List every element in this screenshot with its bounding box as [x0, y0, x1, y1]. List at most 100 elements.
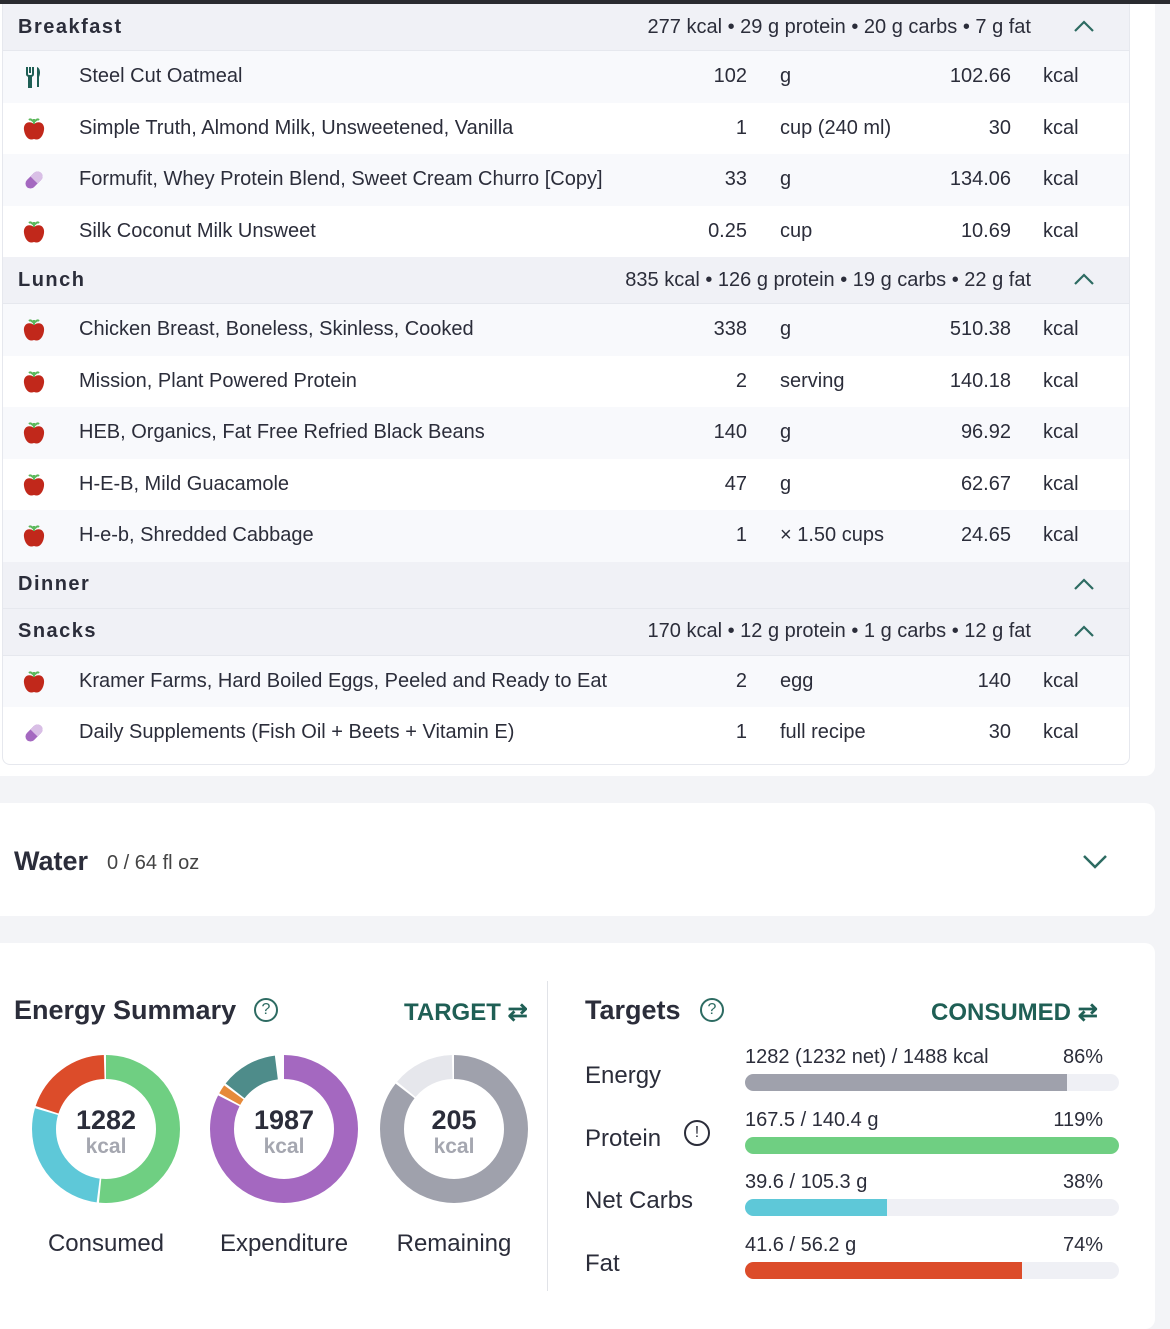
donut-segment [32, 1055, 180, 1203]
food-amount[interactable]: 33 [724, 168, 747, 191]
food-unit[interactable]: egg [780, 669, 814, 692]
food-amount[interactable]: 1 [735, 524, 747, 547]
apple-icon [21, 317, 47, 343]
food-row[interactable]: Silk Coconut Milk Unsweet 0.25 cup 10.69 kca… [3, 206, 1129, 258]
target-percent: 119% [1053, 1108, 1103, 1131]
target-value: 1282 (1232 net) / 1488 kcal [745, 1046, 989, 1068]
help-icon[interactable]: ? [700, 998, 724, 1022]
target-label: Protein [585, 1124, 662, 1152]
food-name: H-E-B, Mild Guacamole [79, 472, 290, 495]
meal-list: Breakfast 277 kcal • 29 g protein • 20 g … [2, 4, 1130, 765]
meal-header-lunch[interactable]: Lunch 835 kcal • 126 g protein • 19 g car… [3, 257, 1129, 304]
target-value: 167.5 / 140.4 g [745, 1108, 879, 1131]
food-kcal: 24.65 [960, 524, 1011, 547]
food-row[interactable]: Daily Supplements (Fish Oil + Beets + Vi… [3, 707, 1129, 759]
food-amount[interactable]: 2 [735, 669, 747, 692]
food-row[interactable]: Simple Truth, Almond Milk, Unsweetened, … [3, 103, 1129, 155]
food-unit[interactable]: cup [780, 219, 813, 242]
food-unit[interactable]: g [780, 65, 792, 88]
water-card[interactable]: Water 0 / 64 fl oz [0, 803, 1155, 916]
food-unit[interactable]: serving [780, 369, 845, 392]
target-toggle[interactable]: TARGET ⇄ [404, 998, 528, 1027]
apple-icon [21, 420, 47, 446]
food-unit[interactable]: cup (240 ml) [780, 116, 892, 139]
food-name: Steel Cut Oatmeal [79, 65, 243, 88]
food-unit[interactable]: g [780, 168, 792, 191]
chevron-up-icon[interactable] [1073, 271, 1095, 287]
meal-header-breakfast[interactable]: Breakfast 277 kcal • 29 g protein • 20 g … [3, 4, 1129, 51]
food-amount[interactable]: 140 [713, 421, 747, 444]
food-amount[interactable]: 102 [713, 65, 747, 88]
food-kcal: 30 [988, 721, 1011, 744]
food-kcal-unit: kcal [1043, 369, 1079, 392]
donut-label: Expenditure [219, 1230, 349, 1257]
donut-label: Remaining [396, 1230, 512, 1257]
help-icon[interactable]: ? [254, 998, 278, 1022]
food-row[interactable]: Mission, Plant Powered Protein 2 serving 14… [3, 356, 1129, 408]
donut-value: 1282 [75, 1105, 137, 1135]
food-row[interactable]: HEB, Organics, Fat Free Refried Black Be… [3, 407, 1129, 459]
food-unit[interactable]: full recipe [780, 721, 866, 744]
donut-unit: kcal [433, 1135, 475, 1158]
food-amount[interactable]: 338 [713, 318, 747, 341]
warning-icon[interactable]: ! [684, 1120, 710, 1146]
food-kcal-unit: kcal [1043, 669, 1079, 692]
food-row[interactable]: Formufit, Whey Protein Blend, Sweet Crea… [3, 154, 1129, 206]
food-amount[interactable]: 1 [735, 116, 747, 139]
food-row[interactable]: Kramer Farms, Hard Boiled Eggs, Peeled a… [3, 655, 1129, 707]
food-kcal: 140 [977, 669, 1011, 692]
food-kcal-unit: kcal [1043, 219, 1079, 242]
target-progress-bar [745, 1199, 1119, 1216]
food-amount[interactable]: 47 [724, 472, 747, 495]
food-unit[interactable]: g [780, 472, 792, 495]
meal-header-dinner[interactable]: Dinner [3, 561, 1129, 609]
food-name: H-e-b, Shredded Cabbage [79, 524, 314, 547]
target-percent: 86% [1062, 1046, 1103, 1068]
food-amount[interactable]: 0.25 [708, 219, 747, 242]
food-kcal-unit: kcal [1043, 721, 1079, 744]
food-kcal: 10.69 [960, 219, 1011, 242]
target-percent: 74% [1062, 1233, 1103, 1256]
food-kcal: 510.38 [949, 318, 1011, 341]
targets-title: Targets [585, 995, 681, 1025]
energy-card: Energy Summary ? TARGET ⇄ 1282 kcal Consum… [0, 943, 1155, 1329]
food-kcal: 134.06 [949, 168, 1011, 191]
food-row[interactable]: Chicken Breast, Boneless, Skinless, Cook… [3, 304, 1129, 356]
target-progress-fill [745, 1074, 1067, 1091]
chevron-up-icon[interactable] [1073, 576, 1095, 592]
donut-label: Consumed [47, 1230, 165, 1257]
chevron-down-icon[interactable] [1082, 853, 1108, 871]
apple-icon [21, 116, 47, 142]
meal-title: Dinner [18, 573, 91, 595]
food-kcal-unit: kcal [1043, 472, 1079, 495]
food-kcal-unit: kcal [1043, 116, 1079, 139]
food-row[interactable]: Steel Cut Oatmeal 102 g 102.66 kcal [3, 51, 1129, 103]
water-title: Water [14, 846, 89, 876]
chevron-up-icon[interactable] [1073, 623, 1095, 639]
food-amount[interactable]: 2 [735, 369, 747, 392]
target-progress-bar [745, 1136, 1119, 1154]
food-kcal: 140.18 [949, 369, 1011, 392]
apple-icon [21, 523, 47, 549]
target-progress-bar [745, 1074, 1119, 1091]
meal-title: Lunch [18, 268, 86, 291]
donut-segment [32, 1055, 180, 1203]
food-row[interactable]: H-E-B, Mild Guacamole 47 g 62.67 kcal [3, 459, 1129, 511]
food-name: Kramer Farms, Hard Boiled Eggs, Peeled a… [79, 669, 608, 692]
meal-title: Breakfast [18, 15, 123, 38]
food-amount[interactable]: 1 [735, 721, 747, 744]
apple-icon [21, 472, 47, 498]
meal-header-snacks[interactable]: Snacks 170 kcal • 12 g protein • 1 g carb… [3, 608, 1129, 656]
food-row[interactable]: H-e-b, Shredded Cabbage 1 × 1.50 cups 24.65… [3, 510, 1129, 562]
donut-segment [210, 1055, 358, 1203]
food-unit[interactable]: × 1.50 cups [780, 524, 884, 547]
food-kcal: 102.66 [949, 65, 1011, 88]
chevron-up-icon[interactable] [1073, 18, 1095, 34]
donut-value: 205 [431, 1105, 477, 1135]
donut-unit: kcal [85, 1135, 127, 1158]
consumed-toggle[interactable]: CONSUMED ⇄ [931, 998, 1098, 1027]
food-unit[interactable]: g [780, 421, 792, 444]
food-unit[interactable]: g [780, 318, 792, 341]
food-name: Mission, Plant Powered Protein [79, 369, 357, 392]
meal-summary: 170 kcal • 12 g protein • 1 g carbs • 12… [647, 620, 1031, 642]
